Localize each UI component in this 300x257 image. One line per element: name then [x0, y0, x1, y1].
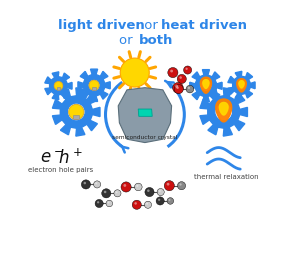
- Text: or: or: [119, 34, 137, 47]
- Circle shape: [106, 200, 112, 207]
- Circle shape: [67, 103, 85, 121]
- Circle shape: [179, 76, 182, 79]
- Text: electron hole pairs: electron hole pairs: [28, 168, 94, 173]
- Circle shape: [69, 104, 84, 120]
- Circle shape: [185, 68, 188, 70]
- Circle shape: [146, 203, 148, 205]
- Text: $e^-$: $e^-$: [40, 149, 64, 167]
- Circle shape: [94, 181, 101, 188]
- Circle shape: [175, 85, 178, 88]
- Circle shape: [215, 103, 233, 121]
- Circle shape: [178, 182, 186, 190]
- Circle shape: [144, 201, 152, 208]
- Circle shape: [167, 183, 170, 186]
- Circle shape: [53, 81, 64, 91]
- Polygon shape: [237, 79, 246, 92]
- Circle shape: [120, 58, 149, 87]
- Text: light driven: light driven: [58, 19, 145, 32]
- Circle shape: [164, 181, 174, 191]
- Polygon shape: [219, 103, 228, 115]
- Text: thermal relaxation: thermal relaxation: [194, 174, 259, 180]
- Circle shape: [83, 182, 86, 184]
- Bar: [57, 87, 60, 90]
- Circle shape: [132, 200, 141, 209]
- Circle shape: [179, 183, 182, 186]
- Circle shape: [200, 80, 212, 92]
- Circle shape: [123, 184, 126, 187]
- Circle shape: [174, 85, 183, 94]
- Circle shape: [121, 182, 131, 192]
- Text: both: both: [139, 34, 173, 47]
- Polygon shape: [200, 88, 248, 136]
- Circle shape: [97, 201, 99, 203]
- Circle shape: [177, 74, 186, 84]
- Circle shape: [172, 82, 183, 93]
- Text: $h^+$: $h^+$: [58, 148, 82, 167]
- Circle shape: [236, 80, 247, 90]
- Circle shape: [88, 79, 100, 91]
- Circle shape: [157, 188, 164, 196]
- Circle shape: [188, 87, 190, 89]
- Polygon shape: [45, 72, 72, 100]
- Polygon shape: [203, 80, 209, 88]
- Polygon shape: [228, 71, 255, 99]
- Circle shape: [147, 189, 150, 192]
- Circle shape: [89, 80, 99, 90]
- Polygon shape: [239, 81, 244, 88]
- Circle shape: [145, 187, 154, 197]
- Circle shape: [104, 191, 106, 193]
- Polygon shape: [200, 77, 211, 93]
- Polygon shape: [52, 88, 100, 136]
- Circle shape: [170, 70, 173, 72]
- Bar: [74, 115, 79, 119]
- Polygon shape: [118, 88, 172, 143]
- Circle shape: [176, 86, 179, 89]
- Circle shape: [114, 190, 121, 197]
- Text: semiconductor crystal: semiconductor crystal: [112, 135, 178, 140]
- Circle shape: [158, 199, 160, 201]
- Polygon shape: [216, 99, 232, 122]
- Circle shape: [116, 191, 118, 193]
- Circle shape: [169, 199, 170, 201]
- Circle shape: [95, 182, 97, 184]
- Circle shape: [167, 198, 174, 204]
- Circle shape: [134, 202, 137, 205]
- Circle shape: [184, 66, 192, 74]
- Circle shape: [168, 68, 178, 78]
- Circle shape: [156, 197, 164, 205]
- Text: or: or: [140, 19, 162, 32]
- Polygon shape: [190, 70, 222, 102]
- Circle shape: [108, 201, 109, 204]
- Polygon shape: [78, 69, 110, 102]
- Bar: [92, 87, 96, 90]
- Circle shape: [186, 85, 194, 93]
- Circle shape: [134, 183, 142, 191]
- Text: heat driven: heat driven: [161, 19, 248, 32]
- Circle shape: [136, 185, 138, 187]
- Circle shape: [54, 81, 63, 90]
- Polygon shape: [138, 109, 152, 116]
- Circle shape: [81, 180, 91, 189]
- Circle shape: [159, 190, 161, 192]
- Circle shape: [102, 189, 111, 198]
- Circle shape: [95, 199, 103, 208]
